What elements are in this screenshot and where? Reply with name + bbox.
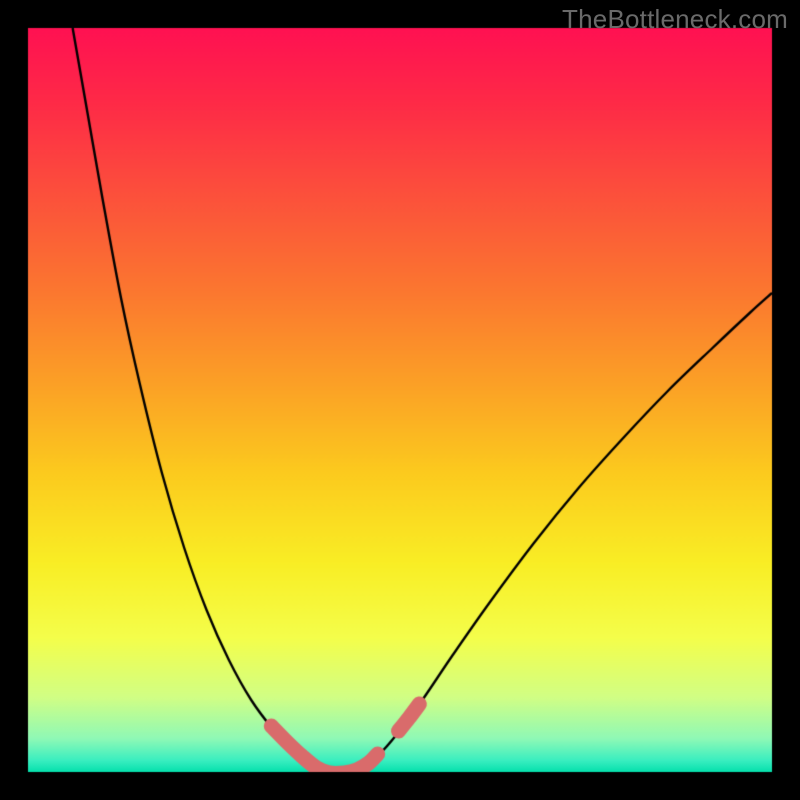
bottleneck-chart-canvas — [0, 0, 800, 800]
